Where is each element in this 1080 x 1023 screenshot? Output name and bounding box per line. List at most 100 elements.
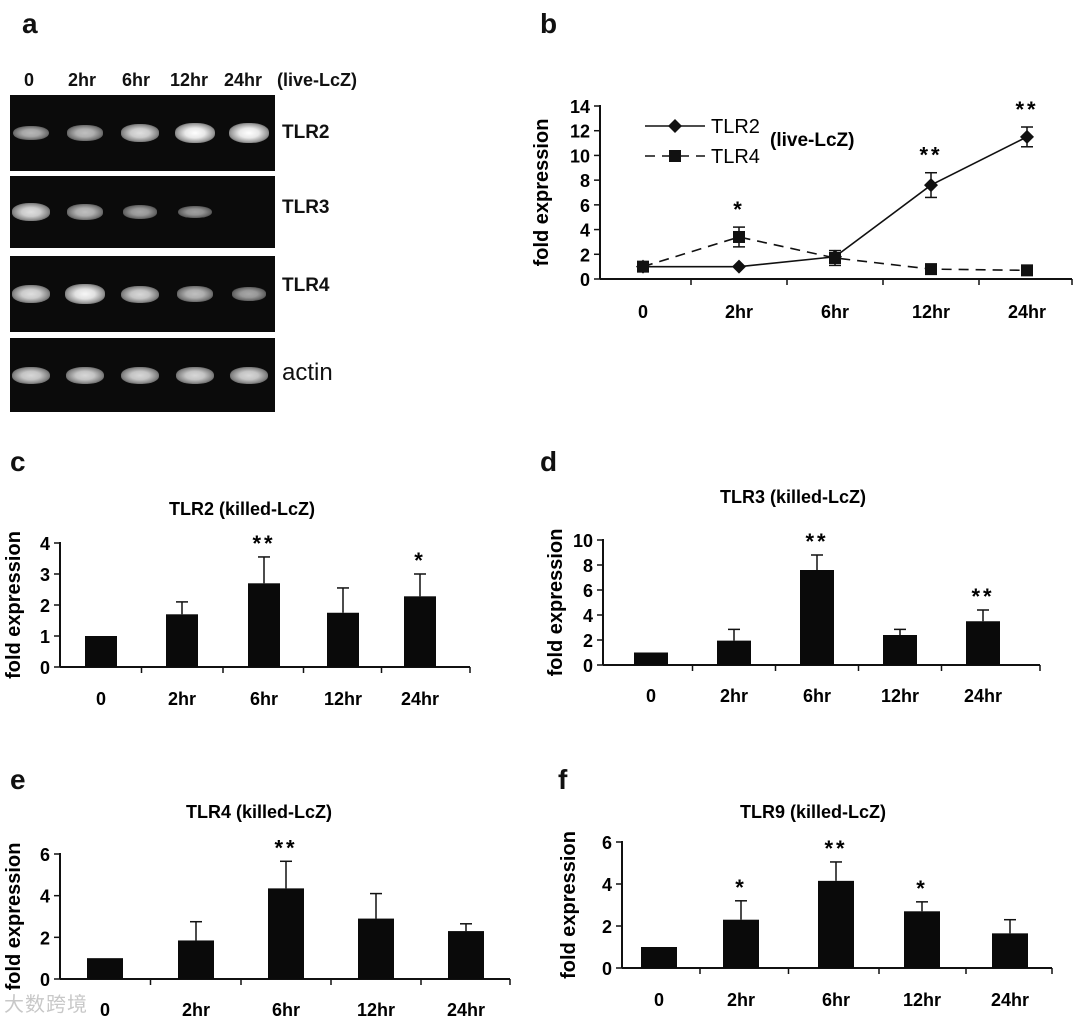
x-tick-label-c: 2hr	[168, 689, 196, 709]
significance-mark-f: *	[735, 875, 747, 900]
significance-mark-b: *	[733, 197, 745, 222]
gel-band	[121, 124, 159, 142]
point-tlr2-12hr	[924, 178, 938, 193]
gel-band	[122, 205, 158, 219]
y-tick-label-f: 2	[602, 917, 612, 937]
y-tick-label-c: 0	[40, 658, 50, 678]
x-tick-label-e: 2hr	[182, 1000, 210, 1020]
gel-condition-label: (live-LcZ)	[277, 70, 358, 90]
gel-band	[66, 366, 104, 384]
x-tick-label-b: 12hr	[912, 302, 950, 322]
bar-d-6hr	[800, 570, 834, 665]
bar-e-0	[87, 958, 123, 979]
bar-e-2hr	[178, 940, 214, 979]
panel-letter-f: f	[558, 764, 568, 795]
x-tick-label-d: 6hr	[803, 686, 831, 706]
significance-mark-b: **	[919, 143, 942, 168]
gel-band	[231, 287, 267, 301]
y-tick-label-d: 4	[583, 606, 593, 626]
y-tick-label-b: 4	[580, 221, 590, 241]
chart-title-c: TLR2 (killed-LcZ)	[169, 499, 315, 519]
bar-d-2hr	[717, 640, 751, 665]
bar-c-24hr	[404, 596, 436, 667]
y-axis-label-c: fold expression	[3, 531, 25, 679]
gel-label-tlr4: TLR4	[282, 275, 330, 296]
bar-c-0	[85, 636, 117, 667]
bar-d-24hr	[966, 621, 1000, 665]
gel-band	[176, 366, 214, 384]
lane-label-12hr: 12hr	[170, 70, 209, 90]
point-tlr4-2hr	[733, 230, 745, 243]
y-tick-label-b: 14	[570, 97, 590, 117]
gel-label-actin: actin	[282, 359, 333, 386]
y-tick-label-f: 4	[602, 875, 612, 895]
x-tick-label-e: 12hr	[357, 1000, 395, 1020]
y-tick-label-d: 2	[583, 631, 593, 651]
x-tick-label-c: 24hr	[401, 689, 439, 709]
chart-title-f: TLR9 (killed-LcZ)	[740, 802, 886, 822]
panel-letter-c: c	[10, 446, 26, 477]
gel-row-tlr2	[10, 95, 275, 171]
y-tick-label-f: 0	[602, 959, 612, 979]
y-tick-label-c: 2	[40, 596, 50, 616]
gel-band	[121, 366, 159, 384]
gel-band	[13, 125, 49, 141]
gel-band	[67, 204, 103, 220]
y-tick-label-e: 0	[40, 970, 50, 990]
lane-label-0: 0	[24, 70, 35, 90]
gel-band	[121, 285, 159, 303]
x-tick-label-e: 0	[100, 1000, 110, 1020]
chart-annotation-b: (live-LcZ)	[770, 130, 854, 151]
y-tick-label-d: 10	[573, 531, 593, 551]
bar-f-24hr	[992, 933, 1028, 968]
legend-marker-tlr2	[668, 119, 682, 133]
panel-letter-e: e	[10, 764, 26, 795]
legend-label-tlr2: TLR2	[711, 116, 760, 138]
x-tick-label-c: 12hr	[324, 689, 362, 709]
significance-mark-c: *	[414, 548, 426, 573]
lane-label-2hr: 2hr	[68, 70, 97, 90]
x-tick-label-d: 24hr	[964, 686, 1002, 706]
y-tick-label-b: 0	[580, 270, 590, 290]
x-tick-label-b: 2hr	[725, 302, 753, 322]
x-tick-label-c: 6hr	[250, 689, 278, 709]
y-tick-label-e: 6	[40, 845, 50, 865]
x-tick-label-f: 0	[654, 990, 664, 1010]
significance-mark-d: **	[805, 529, 828, 554]
gel-band	[177, 286, 213, 302]
significance-mark-f: **	[824, 836, 847, 861]
y-tick-label-b: 2	[580, 245, 590, 265]
y-axis-label-b: fold expression	[531, 119, 553, 267]
y-tick-label-d: 8	[583, 556, 593, 576]
gel-band	[12, 203, 50, 221]
x-tick-label-f: 12hr	[903, 990, 941, 1010]
x-tick-label-b: 0	[638, 302, 648, 322]
legend-label-tlr4: TLR4	[711, 146, 760, 168]
y-axis-label-e: fold expression	[3, 843, 25, 991]
series-line-tlr4	[642, 236, 1028, 272]
bar-e-6hr	[268, 888, 304, 979]
gel-band	[230, 366, 268, 384]
gel-band	[175, 123, 215, 143]
lane-label-24hr: 24hr	[224, 70, 263, 90]
y-tick-label-b: 10	[570, 146, 590, 166]
bar-f-6hr	[818, 880, 854, 968]
significance-mark-e: **	[274, 835, 297, 860]
gel-row-tlr3	[10, 176, 275, 248]
bar-e-24hr	[448, 931, 484, 979]
x-tick-label-d: 0	[646, 686, 656, 706]
x-tick-label-d: 12hr	[881, 686, 919, 706]
significance-mark-d: **	[971, 584, 994, 609]
x-tick-label-d: 2hr	[720, 686, 748, 706]
legend-marker-tlr4	[669, 150, 681, 162]
gel-band	[67, 125, 103, 141]
significance-mark-b: **	[1015, 97, 1038, 122]
panel-letter-b: b	[540, 8, 558, 39]
watermark-text: 大数跨境	[4, 994, 88, 1016]
bar-f-2hr	[723, 919, 759, 968]
significance-mark-f: *	[916, 876, 928, 901]
point-tlr4-12hr	[925, 263, 937, 276]
gel-label-tlr2: TLR2	[282, 122, 330, 143]
y-tick-label-e: 2	[40, 928, 50, 948]
